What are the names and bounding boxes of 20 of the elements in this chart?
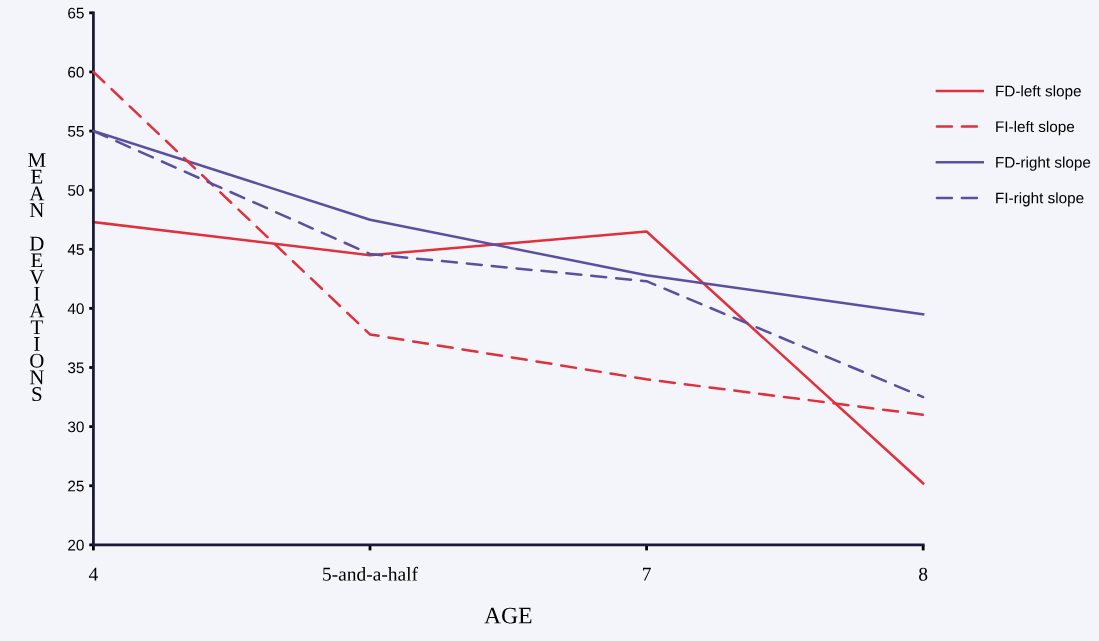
legend-label: FI-right slope xyxy=(996,192,1084,207)
legend-label: FI-left slope xyxy=(996,120,1075,136)
legend-label: FD-left slope xyxy=(996,85,1081,100)
x-tick-label: 5-and-a-half xyxy=(323,566,419,581)
y-tick-label: 60 xyxy=(68,66,84,78)
y-tick-label: 55 xyxy=(68,126,84,137)
y-tick-label: 25 xyxy=(68,480,84,492)
text: MEAN DEVIATIONS xyxy=(28,153,46,402)
x-tick-label: 4 xyxy=(88,567,98,581)
y-tick-label: 65 xyxy=(68,7,84,19)
y-tick-label: 40 xyxy=(67,303,84,315)
x-tick-label: 8 xyxy=(919,567,928,581)
y-tick-label: 35 xyxy=(67,362,84,374)
y-tick-label: 45 xyxy=(67,244,84,255)
legend-label: FD-right slope xyxy=(996,156,1091,171)
y-tick-label: 20 xyxy=(68,539,84,551)
x-axis-title: AGE xyxy=(484,607,532,624)
y-tick-label: 50 xyxy=(68,185,84,196)
y-tick-label: 30 xyxy=(67,421,84,433)
x-tick-label: 7 xyxy=(643,567,651,581)
